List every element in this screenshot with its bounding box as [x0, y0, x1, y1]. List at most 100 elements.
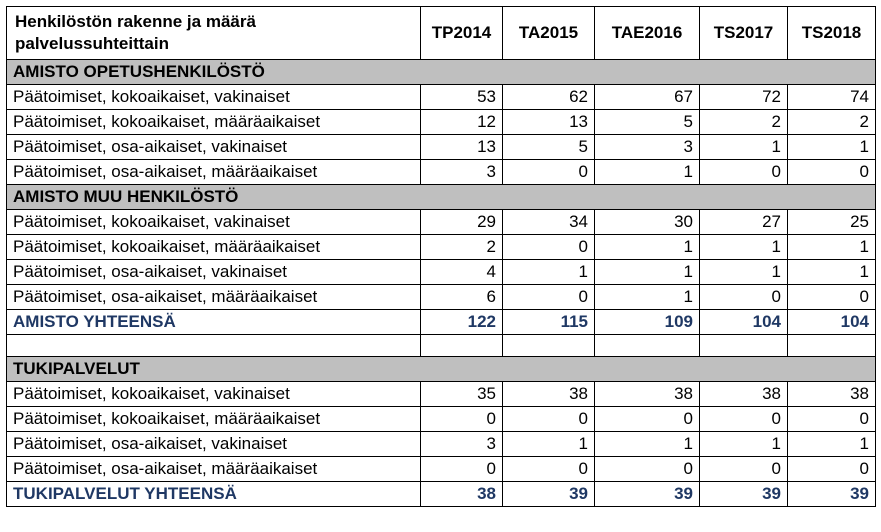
- cell-1: 62: [503, 85, 595, 110]
- cell-1: 0: [503, 407, 595, 432]
- section-header: AMISTO OPETUSHENKILÖSTÖ: [7, 60, 876, 85]
- empty-cell: [503, 335, 595, 357]
- table-body: AMISTO OPETUSHENKILÖSTÖPäätoimiset, koko…: [7, 60, 876, 507]
- cell-0: 53: [421, 85, 503, 110]
- header-label: Henkilöstön rakenne ja määrä palvelussuh…: [7, 7, 421, 60]
- table-row: Päätoimiset, kokoaikaiset, vakinaiset536…: [7, 85, 876, 110]
- total-cell-4: 39: [788, 482, 876, 507]
- cell-1: 0: [503, 235, 595, 260]
- table-row: Päätoimiset, kokoaikaiset, määräaikaiset…: [7, 407, 876, 432]
- cell-4: 1: [788, 432, 876, 457]
- cell-0: 6: [421, 285, 503, 310]
- cell-3: 0: [700, 160, 788, 185]
- cell-1: 5: [503, 135, 595, 160]
- row-label: Päätoimiset, osa-aikaiset, vakinaiset: [7, 135, 421, 160]
- total-cell-2: 39: [595, 482, 700, 507]
- section-header: AMISTO MUU HENKILÖSTÖ: [7, 185, 876, 210]
- cell-0: 3: [421, 160, 503, 185]
- cell-1: 34: [503, 210, 595, 235]
- row-label: Päätoimiset, kokoaikaiset, määräaikaiset: [7, 110, 421, 135]
- cell-4: 1: [788, 260, 876, 285]
- cell-0: 3: [421, 432, 503, 457]
- row-label: Päätoimiset, kokoaikaiset, määräaikaiset: [7, 235, 421, 260]
- table-row: Päätoimiset, osa-aikaiset, määräaikaiset…: [7, 160, 876, 185]
- cell-4: 0: [788, 160, 876, 185]
- cell-1: 0: [503, 457, 595, 482]
- cell-0: 0: [421, 407, 503, 432]
- table-row: Päätoimiset, osa-aikaiset, vakinaiset311…: [7, 432, 876, 457]
- table-row: Päätoimiset, osa-aikaiset, määräaikaiset…: [7, 285, 876, 310]
- empty-cell: [700, 335, 788, 357]
- cell-2: 1: [595, 260, 700, 285]
- cell-1: 0: [503, 285, 595, 310]
- empty-row: [7, 335, 876, 357]
- empty-cell: [595, 335, 700, 357]
- cell-2: 5: [595, 110, 700, 135]
- cell-2: 1: [595, 285, 700, 310]
- section-title: AMISTO MUU HENKILÖSTÖ: [7, 185, 876, 210]
- cell-3: 0: [700, 457, 788, 482]
- table-row: Päätoimiset, kokoaikaiset, määräaikaiset…: [7, 110, 876, 135]
- header-row: Henkilöstön rakenne ja määrä palvelussuh…: [7, 7, 876, 60]
- row-label: Päätoimiset, osa-aikaiset, määräaikaiset: [7, 285, 421, 310]
- cell-0: 4: [421, 260, 503, 285]
- table-row: Päätoimiset, kokoaikaiset, vakinaiset353…: [7, 382, 876, 407]
- personnel-table: Henkilöstön rakenne ja määrä palvelussuh…: [6, 6, 876, 507]
- cell-1: 13: [503, 110, 595, 135]
- empty-cell: [788, 335, 876, 357]
- cell-2: 1: [595, 235, 700, 260]
- table-row: Päätoimiset, kokoaikaiset, määräaikaiset…: [7, 235, 876, 260]
- row-label: Päätoimiset, osa-aikaiset, määräaikaiset: [7, 160, 421, 185]
- header-col-2: TAE2016: [595, 7, 700, 60]
- header-col-3: TS2017: [700, 7, 788, 60]
- header-col-4: TS2018: [788, 7, 876, 60]
- cell-1: 1: [503, 432, 595, 457]
- cell-1: 1: [503, 260, 595, 285]
- empty-cell: [421, 335, 503, 357]
- total-label: TUKIPALVELUT YHTEENSÄ: [7, 482, 421, 507]
- cell-3: 38: [700, 382, 788, 407]
- header-col-1: TA2015: [503, 7, 595, 60]
- cell-0: 2: [421, 235, 503, 260]
- cell-3: 0: [700, 407, 788, 432]
- cell-3: 1: [700, 135, 788, 160]
- cell-4: 74: [788, 85, 876, 110]
- cell-2: 30: [595, 210, 700, 235]
- cell-4: 25: [788, 210, 876, 235]
- cell-2: 67: [595, 85, 700, 110]
- row-label: Päätoimiset, kokoaikaiset, vakinaiset: [7, 85, 421, 110]
- table-row: Päätoimiset, osa-aikaiset, vakinaiset135…: [7, 135, 876, 160]
- table-row: Päätoimiset, kokoaikaiset, vakinaiset293…: [7, 210, 876, 235]
- row-label: Päätoimiset, osa-aikaiset, vakinaiset: [7, 260, 421, 285]
- cell-2: 1: [595, 432, 700, 457]
- table-row: Päätoimiset, osa-aikaiset, vakinaiset411…: [7, 260, 876, 285]
- total-cell-1: 39: [503, 482, 595, 507]
- total-cell-0: 38: [421, 482, 503, 507]
- row-label: Päätoimiset, osa-aikaiset, vakinaiset: [7, 432, 421, 457]
- cell-0: 35: [421, 382, 503, 407]
- cell-0: 0: [421, 457, 503, 482]
- row-label: Päätoimiset, kokoaikaiset, vakinaiset: [7, 210, 421, 235]
- cell-4: 38: [788, 382, 876, 407]
- row-label: Päätoimiset, kokoaikaiset, määräaikaiset: [7, 407, 421, 432]
- table-row: Päätoimiset, osa-aikaiset, määräaikaiset…: [7, 457, 876, 482]
- total-cell-4: 104: [788, 310, 876, 335]
- total-cell-1: 115: [503, 310, 595, 335]
- cell-1: 38: [503, 382, 595, 407]
- cell-2: 38: [595, 382, 700, 407]
- cell-3: 1: [700, 432, 788, 457]
- cell-4: 0: [788, 457, 876, 482]
- row-label: Päätoimiset, osa-aikaiset, määräaikaiset: [7, 457, 421, 482]
- cell-0: 12: [421, 110, 503, 135]
- cell-3: 27: [700, 210, 788, 235]
- total-cell-3: 39: [700, 482, 788, 507]
- total-cell-0: 122: [421, 310, 503, 335]
- cell-3: 2: [700, 110, 788, 135]
- header-col-0: TP2014: [421, 7, 503, 60]
- total-cell-3: 104: [700, 310, 788, 335]
- cell-3: 1: [700, 235, 788, 260]
- cell-2: 0: [595, 457, 700, 482]
- cell-2: 1: [595, 160, 700, 185]
- total-cell-2: 109: [595, 310, 700, 335]
- section-header: TUKIPALVELUT: [7, 357, 876, 382]
